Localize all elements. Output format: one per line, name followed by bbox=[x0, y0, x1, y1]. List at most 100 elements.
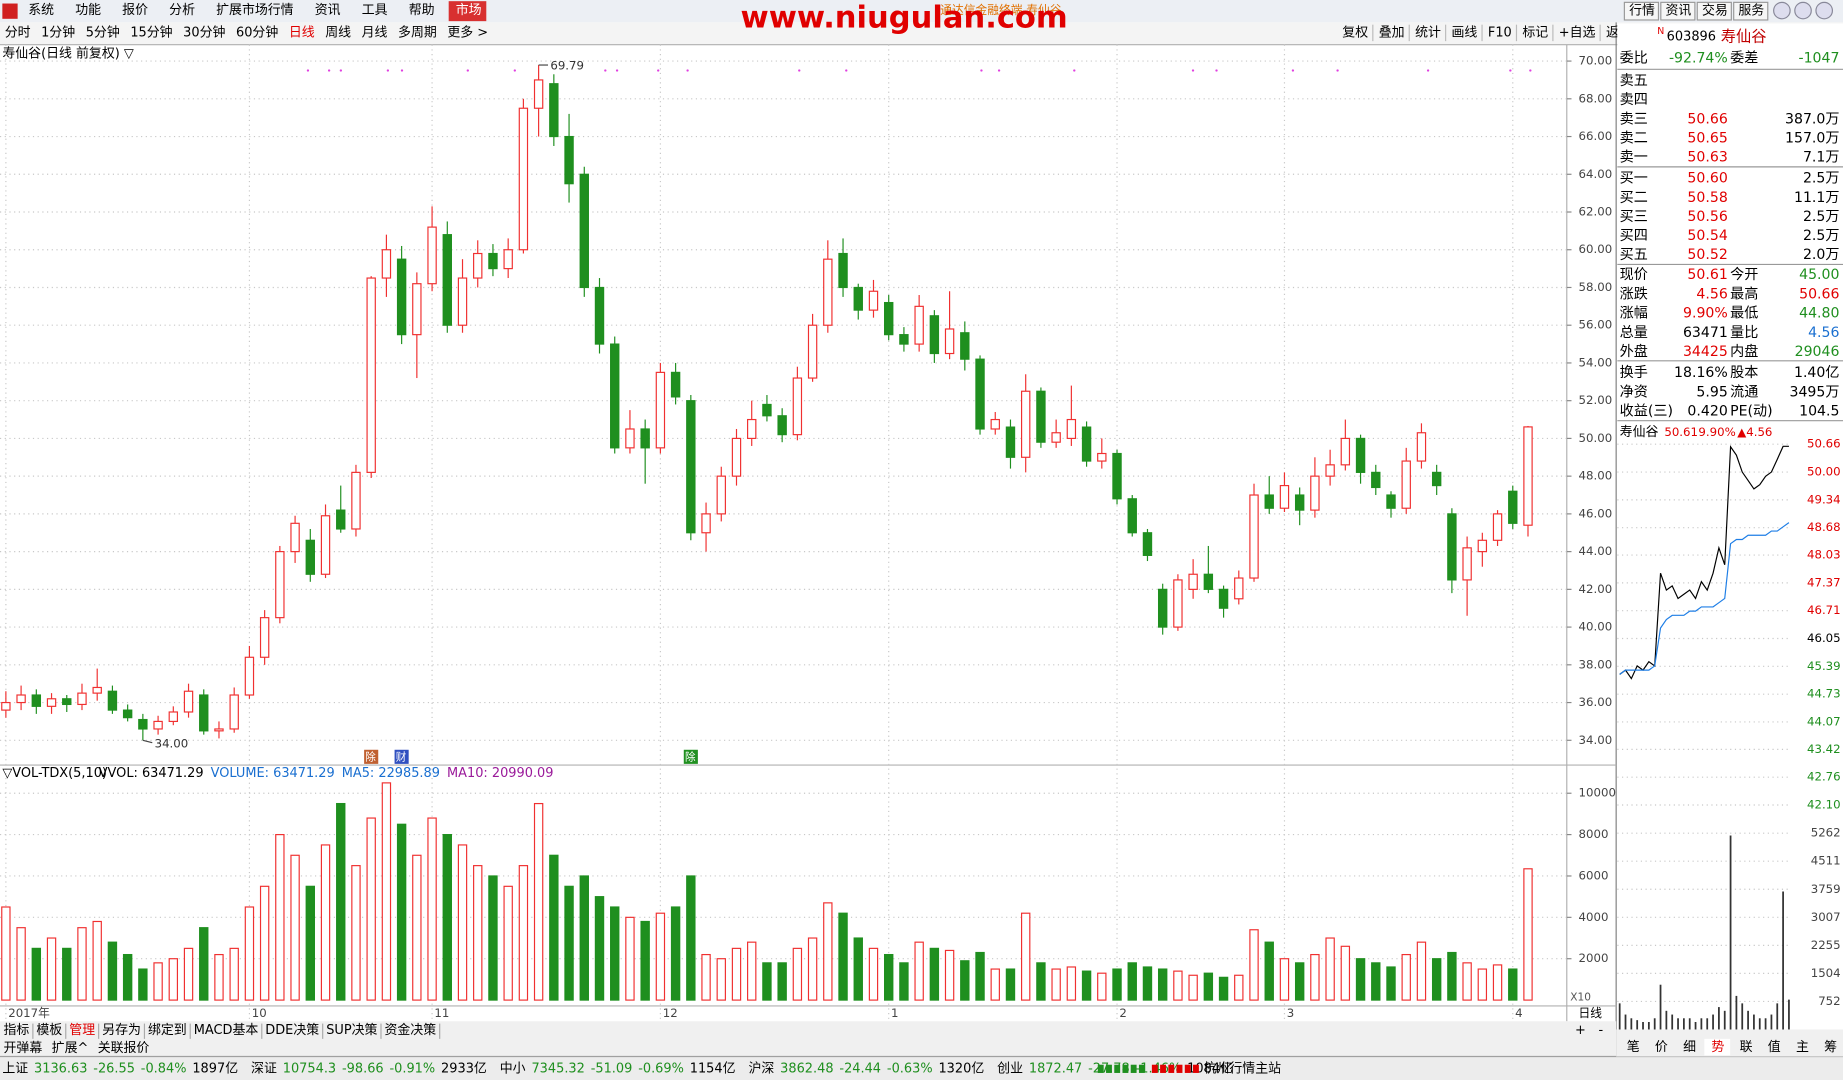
candle-body bbox=[1142, 532, 1153, 556]
volume-bar bbox=[625, 916, 635, 1001]
tool-button[interactable]: F10 bbox=[1488, 25, 1512, 40]
index-item: 7345.32 bbox=[531, 1061, 584, 1076]
side-tab[interactable]: 值 bbox=[1768, 1039, 1781, 1055]
bottom-tab[interactable]: 绑定到 bbox=[148, 1023, 187, 1038]
period-tab[interactable]: 30分钟 bbox=[183, 24, 225, 40]
ratio-value: -1047 bbox=[1799, 51, 1840, 67]
volume-bar bbox=[1371, 962, 1381, 1001]
candle-body bbox=[488, 252, 498, 270]
volume-bar bbox=[944, 949, 955, 1001]
volume-bar bbox=[975, 951, 985, 1001]
candle-body bbox=[1325, 464, 1335, 477]
header-button[interactable] bbox=[1660, 1, 1696, 21]
restore-button[interactable] bbox=[1794, 1, 1812, 20]
y-tick-label: 48.68 bbox=[1807, 520, 1841, 534]
volume-bar bbox=[503, 885, 513, 1001]
period-tab[interactable]: 日线 bbox=[289, 25, 315, 40]
candle-body bbox=[731, 437, 742, 477]
index-item: 2933亿 bbox=[441, 1061, 487, 1076]
y-tick-label: 2000 bbox=[1579, 951, 1609, 965]
event-icon[interactable] bbox=[683, 749, 698, 764]
y-tick-label: 6000 bbox=[1579, 868, 1609, 882]
side-tab[interactable]: 联 bbox=[1740, 1040, 1753, 1055]
menu-item[interactable]: 工具 bbox=[362, 3, 388, 18]
menu-item[interactable]: 功能 bbox=[75, 3, 101, 18]
tool-button[interactable]: 画线 bbox=[1452, 25, 1478, 40]
volume-bar bbox=[762, 962, 772, 1001]
candle-body bbox=[320, 515, 331, 575]
period-tab[interactable]: 周线 bbox=[325, 25, 351, 40]
bottom-extra[interactable]: 扩展^ bbox=[52, 1041, 89, 1056]
y-tick-label: 36.00 bbox=[1579, 695, 1613, 709]
close-button[interactable] bbox=[1815, 1, 1834, 20]
bottom-extra[interactable]: 关联报价 bbox=[98, 1041, 150, 1056]
menu-item[interactable]: 资讯 bbox=[315, 3, 341, 18]
bottom-tab[interactable]: SUP决策 bbox=[326, 1022, 377, 1038]
tool-button[interactable]: 复权 bbox=[1342, 24, 1368, 40]
menu-item[interactable]: 报价 bbox=[122, 3, 148, 18]
period-tab[interactable]: 5分钟 bbox=[86, 24, 120, 40]
bottom-tab[interactable]: DDE决策 bbox=[265, 1022, 319, 1038]
tool-button[interactable]: 统计 bbox=[1415, 25, 1441, 40]
side-tab[interactable]: 细 bbox=[1683, 1040, 1696, 1055]
menu-item[interactable]: 分析 bbox=[169, 3, 195, 18]
side-tab[interactable]: 势 bbox=[1711, 1039, 1724, 1055]
listing-flag: N bbox=[1657, 26, 1664, 37]
period-tab[interactable]: 更多 > bbox=[447, 25, 488, 40]
index-item: -0.69% bbox=[638, 1061, 684, 1076]
side-tab[interactable]: 价 bbox=[1655, 1040, 1668, 1055]
candle-body bbox=[1371, 471, 1381, 489]
header-button[interactable] bbox=[1733, 1, 1769, 21]
bottom-tab[interactable]: 资金决策 bbox=[385, 1022, 437, 1038]
zoom-button[interactable]: + bbox=[1575, 1023, 1586, 1038]
bottom-tab[interactable]: 指标 bbox=[4, 1023, 30, 1038]
period-tab[interactable]: 1分钟 bbox=[41, 24, 75, 40]
zoom-button[interactable]: - bbox=[1599, 1023, 1604, 1038]
x-tick-label: 2017年 bbox=[8, 1006, 50, 1020]
event-icon[interactable] bbox=[364, 749, 379, 764]
volume-bar bbox=[960, 960, 970, 1001]
tool-button[interactable]: 标记 bbox=[1522, 25, 1548, 40]
y-tick-label: 752 bbox=[1818, 994, 1840, 1008]
side-tab[interactable]: 筹 bbox=[1824, 1039, 1837, 1055]
volume-bar bbox=[594, 896, 605, 1001]
event-icon[interactable] bbox=[394, 749, 409, 764]
intraday-line bbox=[1619, 522, 1790, 675]
menu-item[interactable]: 帮助 bbox=[409, 3, 435, 18]
side-tab[interactable]: 笔 bbox=[1627, 1039, 1640, 1055]
index-item: -0.91% bbox=[390, 1061, 436, 1076]
header-button[interactable] bbox=[1696, 1, 1732, 21]
tool-button[interactable]: 叠加 bbox=[1379, 25, 1405, 40]
period-tab[interactable]: 15分钟 bbox=[130, 24, 172, 40]
volume-bar bbox=[701, 953, 711, 1001]
period-tab[interactable]: 分时 bbox=[5, 25, 31, 40]
bottom-tab[interactable]: MACD基本 bbox=[194, 1023, 259, 1038]
candle-body bbox=[396, 258, 407, 336]
period-tab[interactable]: 60分钟 bbox=[236, 24, 278, 40]
bottom-tab[interactable]: 另存为 bbox=[102, 1023, 141, 1038]
minimize-button[interactable] bbox=[1773, 1, 1791, 20]
volume-bar bbox=[168, 958, 179, 1001]
volume-bar bbox=[884, 953, 894, 1001]
menu-item[interactable]: 扩展市场行情 bbox=[216, 2, 294, 18]
volume-bar bbox=[610, 906, 620, 1001]
index-item: 3136.63 bbox=[34, 1061, 87, 1076]
candle-body bbox=[442, 234, 452, 326]
ratio-label: 委比 bbox=[1620, 51, 1648, 67]
bottom-extra[interactable]: 开弹幕 bbox=[4, 1041, 43, 1056]
period-tab[interactable]: 月线 bbox=[362, 25, 388, 40]
market-tab-label[interactable]: 市场 bbox=[456, 2, 482, 18]
side-tab[interactable]: 主 bbox=[1796, 1040, 1809, 1055]
menu-item[interactable]: 系统 bbox=[28, 3, 54, 18]
y-tick-label: 70.00 bbox=[1579, 54, 1613, 68]
volume-bar bbox=[1081, 970, 1092, 1001]
breadth-bar bbox=[1168, 1064, 1175, 1073]
header-button[interactable] bbox=[1623, 1, 1660, 21]
breadth-bar bbox=[1184, 1064, 1191, 1073]
tool-button[interactable]: +自选 bbox=[1559, 25, 1596, 40]
book-label: 买二 bbox=[1620, 190, 1648, 206]
period-tab[interactable]: 多周期 bbox=[398, 25, 437, 40]
bottom-tab[interactable]: 模板 bbox=[36, 1023, 62, 1038]
bottom-tab[interactable]: 管理 bbox=[69, 1023, 95, 1038]
